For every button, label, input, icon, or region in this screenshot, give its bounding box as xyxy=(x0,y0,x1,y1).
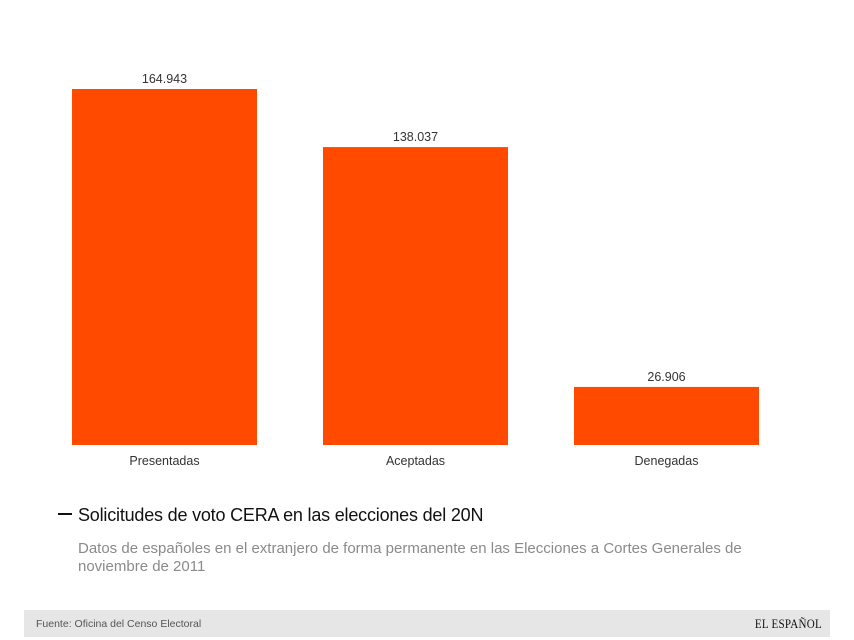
value-label-aceptadas: 138.037 xyxy=(393,130,438,144)
category-label-presentadas: Presentadas xyxy=(129,454,199,468)
category-label-aceptadas: Aceptadas xyxy=(386,454,445,468)
source-note: Fuente: Oficina del Censo Electoral xyxy=(36,617,202,630)
chart-title: Solicitudes de voto CERA en las eleccion… xyxy=(58,503,798,527)
bar-aceptadas xyxy=(323,147,508,446)
value-label-presentadas: 164.943 xyxy=(142,72,187,86)
title-dash-icon xyxy=(58,513,72,516)
footer-bar: Fuente: Oficina del Censo Electoral EL E… xyxy=(24,610,830,637)
chart-subtitle: Datos de españoles en el extranjero de f… xyxy=(78,540,742,575)
chart-title-text: Solicitudes de voto CERA en las eleccion… xyxy=(78,505,484,525)
chart-title-block: Solicitudes de voto CERA en las eleccion… xyxy=(58,503,798,576)
category-label-denegadas: Denegadas xyxy=(635,454,699,468)
brand-logo: EL ESPAÑOL xyxy=(754,615,822,631)
bar-presentadas xyxy=(72,89,257,445)
value-label-denegadas: 26.906 xyxy=(647,370,685,384)
bar-chart: 164.943 Presentadas 138.037 Aceptadas 26.906… xyxy=(72,72,759,468)
bar-denegadas xyxy=(574,386,759,445)
